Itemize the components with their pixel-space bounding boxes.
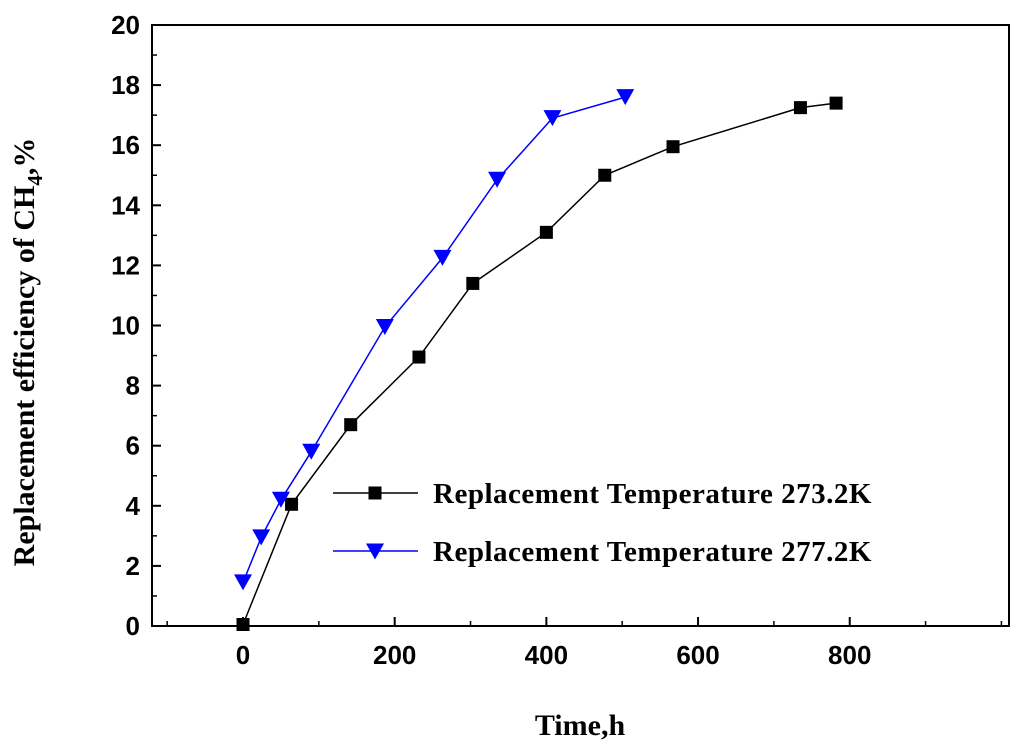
y-tick-label-6: 6 bbox=[126, 431, 140, 461]
x-tick-label-400: 400 bbox=[525, 640, 568, 670]
legend-label-273: Replacement Temperature 273.2K bbox=[433, 478, 872, 510]
series-0 bbox=[236, 96, 843, 631]
data-point bbox=[285, 497, 299, 511]
series-layer bbox=[234, 89, 843, 631]
y-axis-title-subscript: 4 bbox=[23, 175, 47, 186]
y-tick-label-8: 8 bbox=[126, 371, 140, 401]
data-point bbox=[598, 168, 612, 182]
y-tick-label-18: 18 bbox=[111, 70, 140, 100]
series-1 bbox=[234, 89, 635, 591]
legend-marker-273 bbox=[368, 486, 382, 500]
data-point bbox=[829, 96, 843, 110]
data-point bbox=[234, 574, 253, 591]
data-point bbox=[236, 617, 250, 631]
y-tick-label-0: 0 bbox=[126, 611, 140, 641]
x-axis-title: Time,h bbox=[535, 709, 626, 742]
y-axis-title-main: Replacement efficiency of CH bbox=[8, 186, 41, 567]
data-point bbox=[543, 110, 562, 127]
data-point bbox=[344, 418, 358, 432]
y-tick-label-10: 10 bbox=[111, 311, 140, 341]
y-tick-label-20: 20 bbox=[111, 10, 140, 40]
data-point bbox=[466, 276, 480, 290]
legend-marker-277 bbox=[366, 543, 384, 560]
data-point bbox=[433, 249, 452, 266]
y-tick-label-16: 16 bbox=[111, 130, 140, 160]
data-point bbox=[616, 89, 635, 106]
x-tick-label-600: 600 bbox=[676, 640, 719, 670]
data-point bbox=[375, 319, 394, 336]
axis-ticks: 0 200 400 600 800 0 2 4 6 8 10 12 14 16 18 20 bbox=[111, 10, 1003, 670]
x-tick-label-0: 0 bbox=[236, 640, 250, 670]
y-axis-title-suffix: ,% bbox=[8, 138, 41, 176]
series-line-0 bbox=[242, 102, 837, 625]
data-point bbox=[539, 225, 553, 239]
data-point bbox=[302, 443, 321, 460]
legend-label-277: Replacement Temperature 277.2K bbox=[433, 536, 872, 568]
data-point bbox=[252, 529, 271, 546]
x-tick-label-200: 200 bbox=[373, 640, 416, 670]
data-point bbox=[412, 350, 426, 364]
x-tick-label-800: 800 bbox=[828, 640, 871, 670]
y-tick-label-2: 2 bbox=[126, 551, 140, 581]
y-tick-label-4: 4 bbox=[126, 491, 141, 521]
y-tick-label-14: 14 bbox=[111, 190, 140, 220]
y-tick-label-12: 12 bbox=[111, 250, 140, 280]
data-point bbox=[271, 491, 290, 508]
data-point bbox=[666, 140, 680, 154]
y-axis-title: Replacement efficiency of CH4,% bbox=[8, 138, 47, 567]
data-point bbox=[793, 101, 807, 115]
legend: Replacement Temperature 273.2K Replaceme… bbox=[333, 478, 872, 568]
data-point bbox=[488, 171, 507, 188]
